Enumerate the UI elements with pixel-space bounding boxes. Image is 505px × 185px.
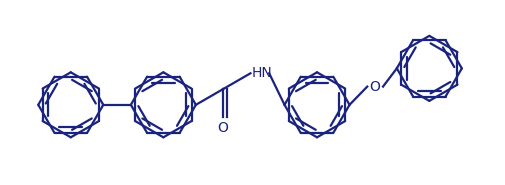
Text: O: O (369, 80, 380, 94)
Text: O: O (217, 121, 228, 134)
Text: HN: HN (251, 66, 272, 80)
